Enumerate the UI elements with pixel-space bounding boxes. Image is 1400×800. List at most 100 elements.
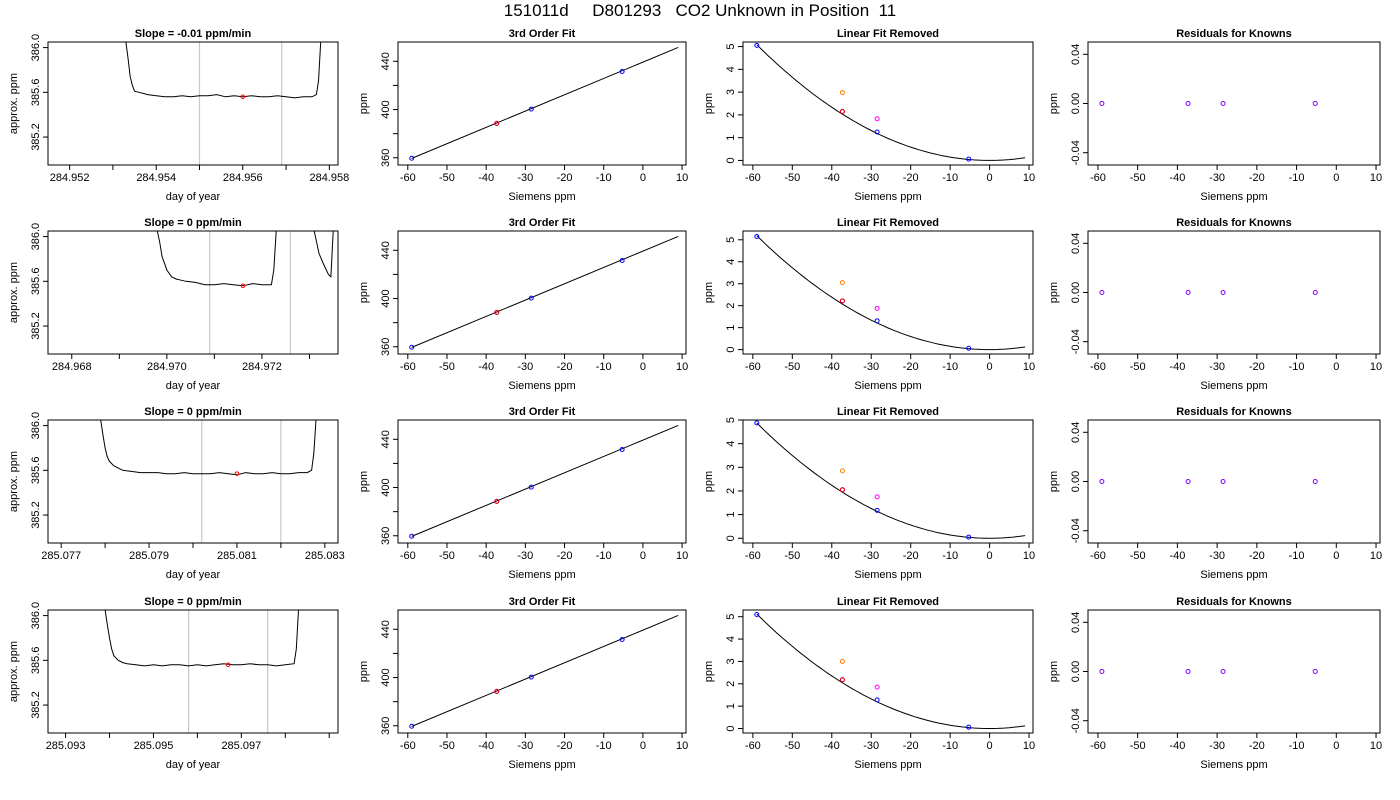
x-tick-label: -40 — [478, 550, 494, 562]
panel-title: Slope = 0 ppm/min — [144, 217, 242, 229]
x-axis-label: day of year — [166, 569, 221, 581]
x-tick-label: -60 — [400, 550, 416, 562]
x-tick-label: 0 — [640, 550, 646, 562]
x-tick-label: -40 — [478, 361, 494, 373]
x-tick-label: -50 — [784, 550, 800, 562]
y-axis-label: approx. ppm — [8, 73, 20, 134]
known-point — [874, 697, 880, 703]
x-tick-label: -50 — [1130, 361, 1146, 373]
y-tick-label: 440 — [380, 241, 392, 259]
panel-4-2: 3rd Order Fit -60 -50 -40 -30 -20 -10 0 10 360 400… — [358, 596, 688, 771]
panel-title: 3rd Order Fit — [509, 596, 576, 608]
x-tick-label: -30 — [517, 172, 533, 184]
fit-line — [411, 424, 679, 537]
x-tick-label: -20 — [1249, 740, 1265, 752]
residual-point — [1312, 101, 1318, 106]
residual-point — [1185, 290, 1191, 295]
x-tick-label: -30 — [1209, 172, 1225, 184]
y-tick-label: 1 — [725, 512, 737, 518]
y-tick-label: 440 — [380, 430, 392, 448]
x-tick-label: -20 — [903, 172, 919, 184]
known-point — [874, 507, 880, 513]
y-tick-label: 5 — [725, 614, 737, 620]
x-tick-label: 0 — [640, 172, 646, 184]
x-tick-label: -40 — [1169, 361, 1185, 373]
y-axis-label: ppm — [358, 93, 370, 114]
plot-data — [409, 614, 679, 729]
plot-data — [409, 235, 679, 350]
x-tick-label: -50 — [784, 740, 800, 752]
y-axis-label: ppm — [703, 93, 715, 114]
y-tick-label: -0.04 — [1070, 329, 1082, 354]
unknown-point — [494, 688, 500, 694]
fit-curve — [756, 235, 1026, 351]
plot-frame — [742, 609, 1034, 734]
x-tick-label: -50 — [1130, 550, 1146, 562]
plot-data — [1099, 290, 1318, 295]
x-tick-label: -50 — [1130, 172, 1146, 184]
y-tick-label: 1 — [725, 325, 737, 331]
y-tick-label: 4 — [725, 66, 737, 72]
known-point — [528, 106, 534, 112]
unknown-marker — [234, 471, 240, 476]
x-tick-label: -10 — [942, 361, 958, 373]
x-tick-label: -10 — [1289, 550, 1305, 562]
magenta-point — [874, 684, 880, 690]
x-tick-label: 284.972 — [242, 361, 282, 373]
y-tick-label: 360 — [380, 717, 392, 735]
known-point — [966, 156, 972, 162]
x-tick-label: 0 — [987, 550, 993, 562]
y-axis-label: approx. ppm — [8, 262, 20, 323]
y-tick-label: 0 — [725, 535, 737, 541]
y-tick-label: 400 — [380, 668, 392, 686]
y-tick-label: 386.0 — [30, 223, 42, 251]
plot-data — [1099, 669, 1318, 674]
x-tick-label: -20 — [557, 361, 573, 373]
x-axis-label: Siemens ppm — [854, 380, 921, 392]
orange-point — [839, 468, 845, 474]
x-tick-label: 10 — [1370, 361, 1382, 373]
residual-point — [1099, 290, 1105, 295]
x-tick-label: -50 — [439, 740, 455, 752]
x-tick-label: -30 — [517, 361, 533, 373]
residual-point — [1099, 669, 1105, 674]
x-tick-label: 285.077 — [41, 550, 81, 562]
x-tick-label: 285.081 — [217, 550, 257, 562]
known-point — [966, 534, 972, 540]
x-tick-label: -10 — [596, 172, 612, 184]
plot-data — [409, 46, 679, 161]
x-tick-label: 10 — [1023, 550, 1035, 562]
magenta-point — [874, 494, 880, 500]
plot-data — [125, 42, 322, 100]
x-tick-label: -50 — [1130, 740, 1146, 752]
trace-line-2 — [313, 231, 334, 278]
y-tick-label: 400 — [380, 100, 392, 118]
x-tick-label: -50 — [439, 361, 455, 373]
x-tick-label: -50 — [784, 361, 800, 373]
panel-title: Slope = 0 ppm/min — [144, 406, 242, 418]
y-tick-label: 385.6 — [30, 647, 42, 675]
x-axis-label: Siemens ppm — [854, 569, 921, 581]
known-point — [409, 533, 415, 539]
y-tick-label: 385.2 — [30, 501, 42, 529]
x-tick-label: -10 — [1289, 361, 1305, 373]
known-point — [409, 344, 415, 350]
unknown-marker — [240, 283, 246, 289]
panel-title: Slope = 0 ppm/min — [144, 596, 242, 608]
unknown-point — [494, 498, 500, 504]
magenta-point — [874, 305, 880, 311]
x-tick-label: -30 — [1209, 361, 1225, 373]
known-point — [619, 637, 625, 643]
known-point — [619, 447, 625, 453]
known-point — [528, 484, 534, 490]
y-axis-label: ppm — [703, 661, 715, 682]
x-tick-label: -60 — [1090, 740, 1106, 752]
x-tick-label: -40 — [824, 172, 840, 184]
x-tick-label: 0 — [1333, 172, 1339, 184]
x-axis-label: day of year — [166, 380, 221, 392]
panel-title: Residuals for Knowns — [1176, 217, 1292, 229]
plot-frame — [397, 609, 687, 734]
figure-title: 151011d D801293 CO2 Unknown in Position … — [503, 1, 897, 20]
y-tick-label: 0.04 — [1070, 233, 1082, 254]
y-tick-label: 0.00 — [1070, 282, 1082, 303]
